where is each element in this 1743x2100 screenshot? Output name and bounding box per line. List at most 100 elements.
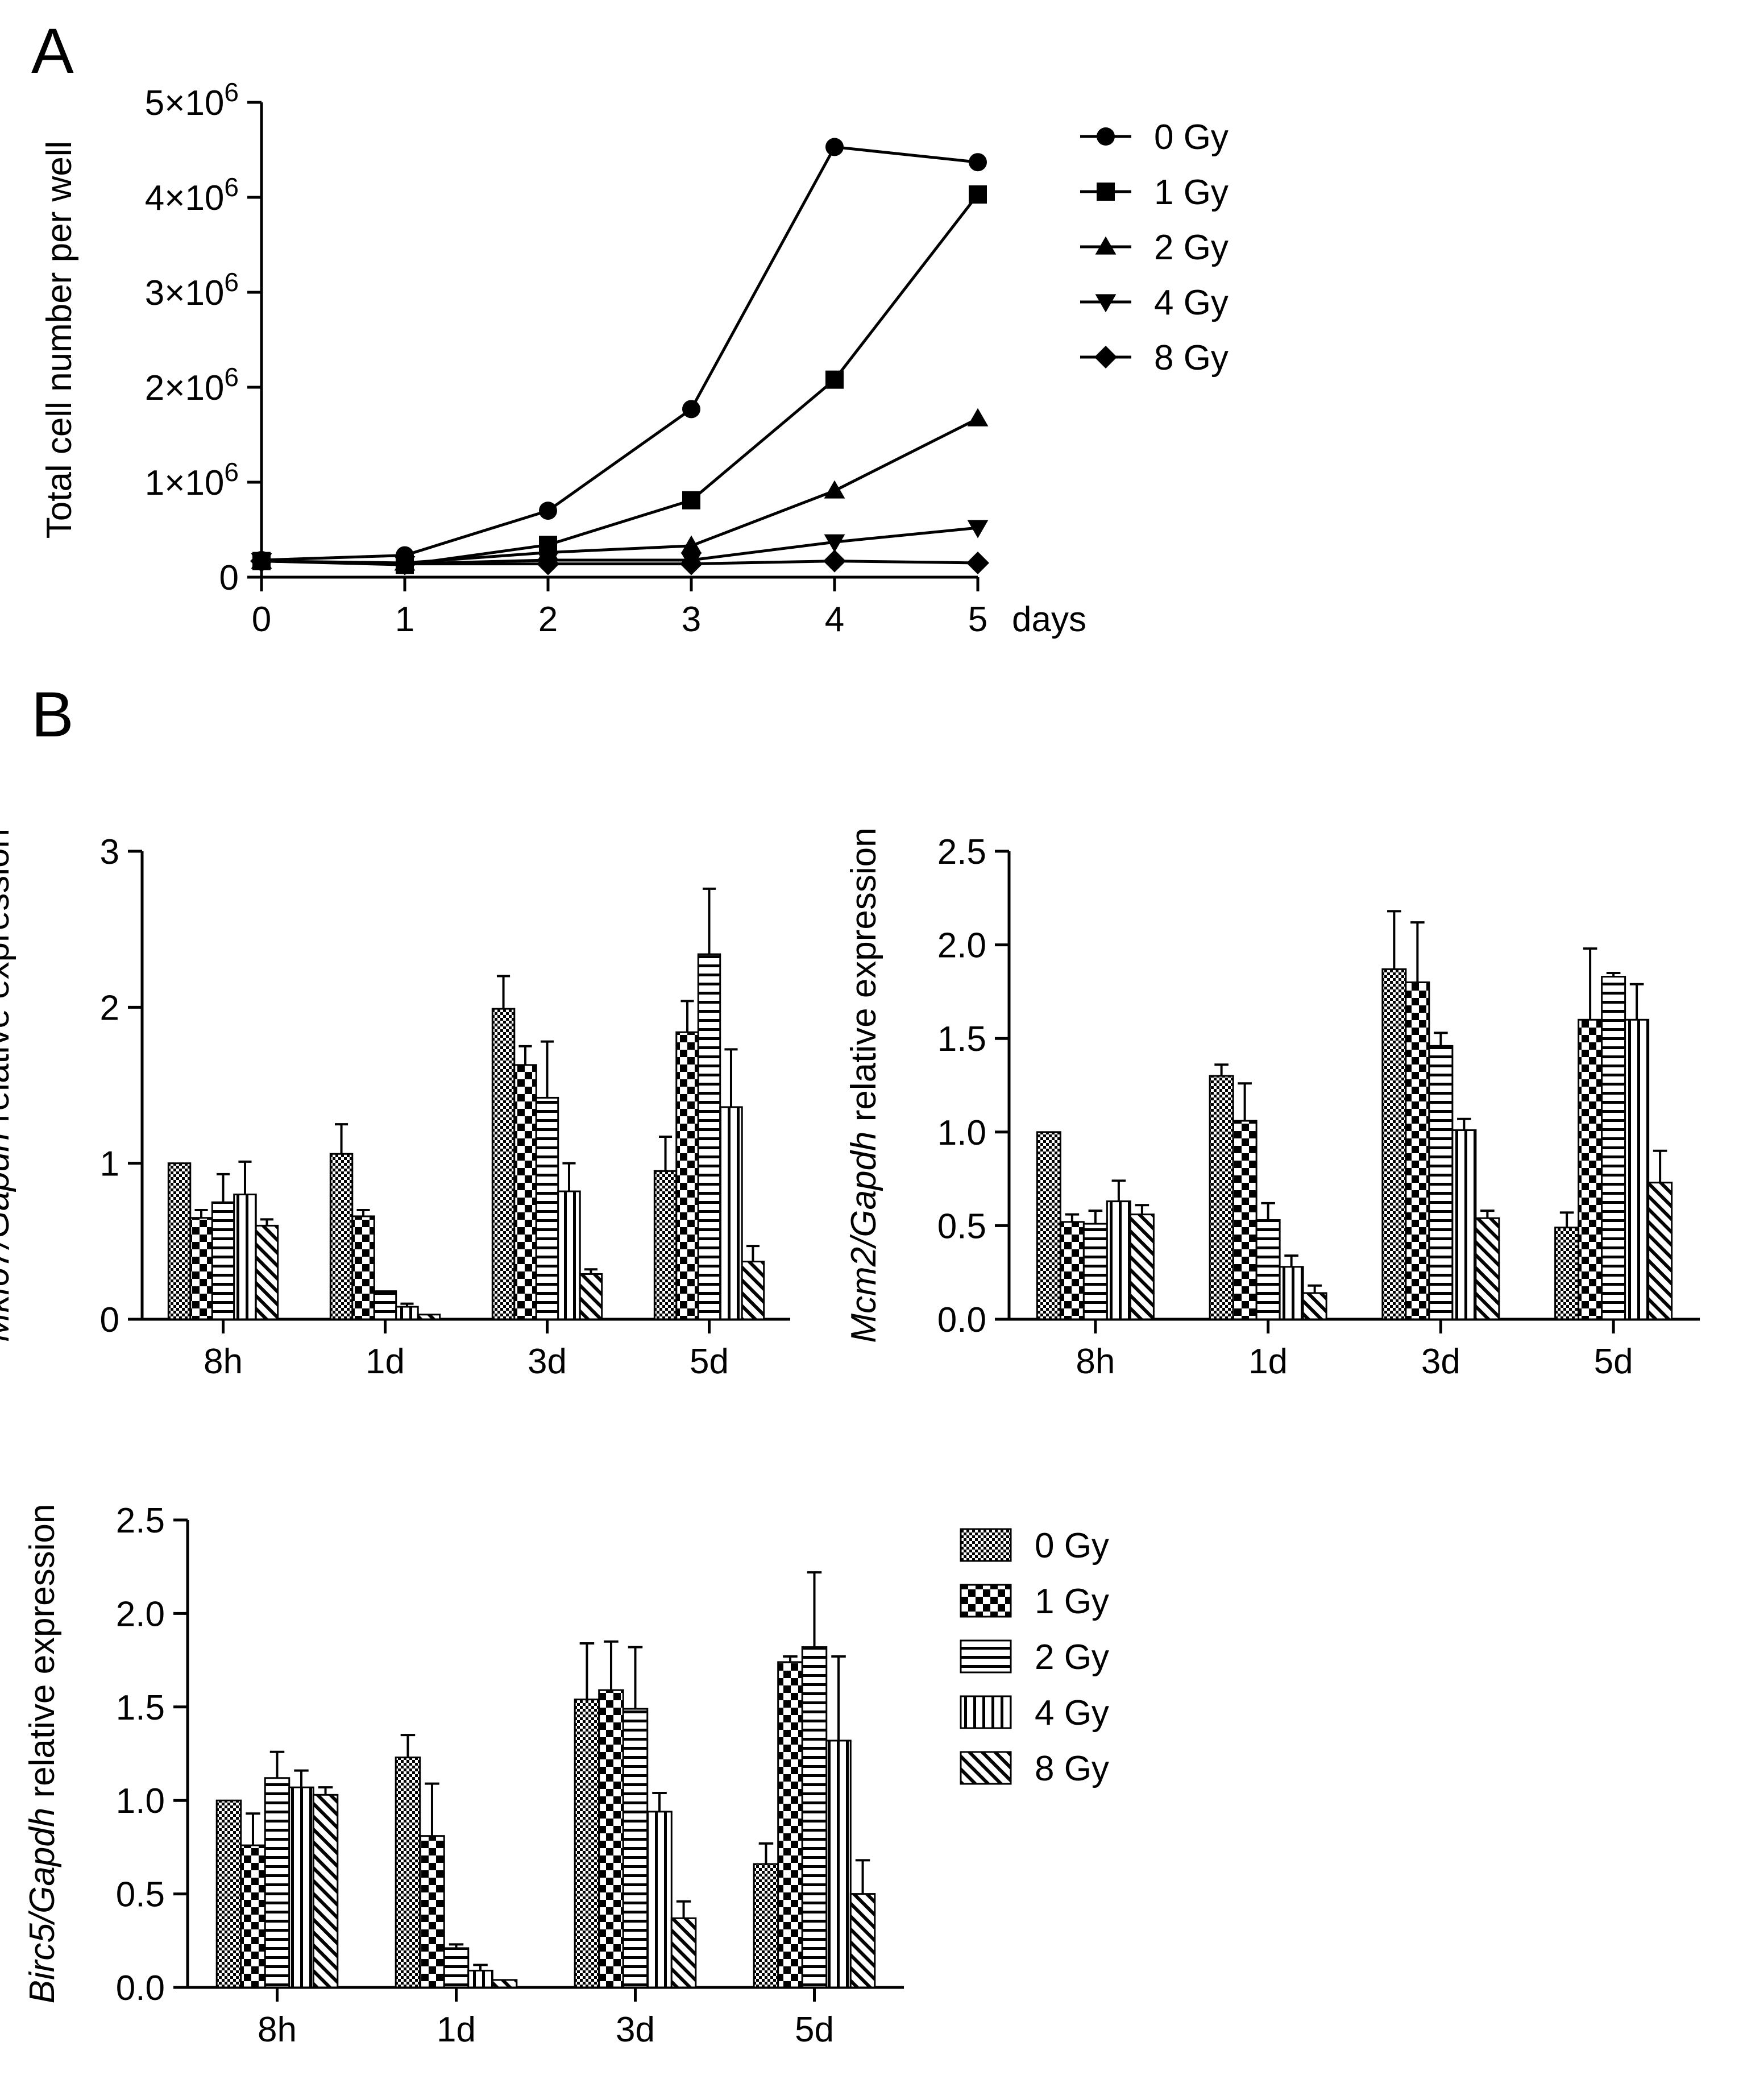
bar [513, 1064, 537, 1320]
y-tick-label: 2.5 [116, 1501, 165, 1540]
legend-label: 4 Gy [1035, 1693, 1109, 1733]
panel-label-a: A [31, 15, 74, 86]
series-line [261, 193, 979, 566]
x-tick-label: 5d [690, 1342, 729, 1381]
data-point [825, 370, 844, 389]
legend-label: 0 Gy [1035, 1526, 1109, 1565]
x-tick-label: 1d [437, 2010, 476, 2049]
data-point [825, 138, 844, 156]
legend-label: 0 Gy [1154, 118, 1229, 157]
y-tick-label: 2×106 [145, 362, 239, 408]
bar [443, 1947, 470, 1989]
bar [777, 1661, 803, 1989]
data-point [969, 153, 987, 172]
legend-marker [1094, 346, 1117, 368]
series-line [261, 145, 978, 562]
y-tick-label: 5×106 [145, 77, 239, 123]
bar [697, 953, 721, 1320]
bar [598, 1689, 624, 1989]
bar [1451, 1129, 1477, 1320]
bar [825, 1739, 852, 1989]
x-tick-label: 5 [968, 600, 987, 639]
bar [741, 1260, 765, 1320]
legend-label: 2 Gy [1035, 1638, 1109, 1677]
bar [1578, 1018, 1603, 1320]
y-tick-label: 2.0 [937, 926, 986, 966]
legend-label: 8 Gy [1154, 338, 1229, 378]
x-tick-label: 5d [1594, 1342, 1633, 1381]
bar [419, 1835, 445, 1989]
bar [1302, 1292, 1327, 1320]
y-tick-label: 2.5 [937, 832, 986, 872]
data-point [966, 551, 989, 574]
bar [233, 1194, 257, 1320]
legend-label: 4 Gy [1154, 283, 1229, 322]
bar [1624, 1018, 1650, 1320]
x-tick-label: 8h [1076, 1342, 1115, 1381]
legend-marker [1097, 183, 1115, 201]
legend-swatch [960, 1528, 1012, 1562]
bar [1428, 1045, 1454, 1320]
y-tick-label: 0.0 [937, 1300, 986, 1340]
x-tick-label: 8h [258, 2010, 297, 2049]
bar [1232, 1120, 1258, 1320]
series-line [261, 417, 979, 565]
x-tick-label: 1d [1248, 1342, 1288, 1381]
y-tick-label: 4×106 [145, 172, 239, 218]
series-line [261, 526, 978, 566]
bar [1255, 1219, 1281, 1320]
legend-swatch [960, 1639, 1012, 1674]
bar [264, 1777, 290, 1989]
bar [1647, 1182, 1673, 1320]
y-tick-label: 0 [100, 1300, 119, 1340]
x-tick-label: 3d [616, 2010, 655, 2049]
bar [240, 1844, 266, 1989]
bar [189, 1217, 213, 1320]
bar [1381, 968, 1407, 1320]
data-point [250, 549, 273, 573]
legend-swatch [960, 1751, 1012, 1785]
data-point [680, 535, 702, 554]
data-point [393, 552, 416, 575]
y-tick-label: 1 [100, 1145, 119, 1184]
y-tick-label: 3 [100, 832, 119, 872]
data-point [824, 534, 845, 553]
legend-label: 1 Gy [1154, 173, 1229, 212]
bar [1106, 1200, 1131, 1320]
bar-chart-birc5: 0.0 0.5 1.0 1.5 2.0 2.5 8h 1d 3d 5d Birc5/Gapdh re… [23, 1501, 1109, 2049]
y-tick-label: 0.5 [116, 1875, 165, 1915]
legend-marker [1095, 294, 1117, 313]
y-tick-label: 0.0 [116, 1969, 165, 2008]
bar [1036, 1131, 1061, 1320]
panel-label-b: B [31, 679, 74, 750]
x-tick-label: 3d [528, 1342, 567, 1381]
series-line [261, 560, 978, 566]
bar [670, 1917, 697, 1989]
bar [1601, 976, 1626, 1320]
bar [535, 1096, 559, 1320]
y-axis-label: Birc5/Gapdh relative expression [23, 1504, 62, 2004]
y-tick-label: 3×106 [145, 267, 239, 313]
bar [417, 1314, 441, 1320]
x-tick-label: 1 [395, 600, 414, 639]
bar [255, 1224, 279, 1320]
bar-chart-mki67: 0 1 2 3 8h 1d 3d 5d Mki67/Gapdh relative express… [0, 829, 790, 1381]
bar [653, 1170, 678, 1320]
data-point [969, 185, 987, 204]
bar [1209, 1075, 1234, 1320]
y-axis-label: Mki67/Gapdh relative expression [0, 829, 16, 1342]
data-point [967, 408, 989, 426]
x-tick-label: 3d [1421, 1342, 1460, 1381]
x-tick-label: 4 [825, 600, 844, 639]
legend-swatch [960, 1584, 1012, 1618]
x-tick-label: 0 [252, 600, 271, 639]
bar [1059, 1221, 1085, 1320]
bar [622, 1708, 649, 1989]
bar [312, 1794, 339, 1989]
bar [574, 1699, 600, 1989]
legend-swatch [960, 1695, 1012, 1729]
bar [1475, 1217, 1500, 1320]
bar [467, 1969, 493, 1989]
bar [646, 1811, 673, 1989]
